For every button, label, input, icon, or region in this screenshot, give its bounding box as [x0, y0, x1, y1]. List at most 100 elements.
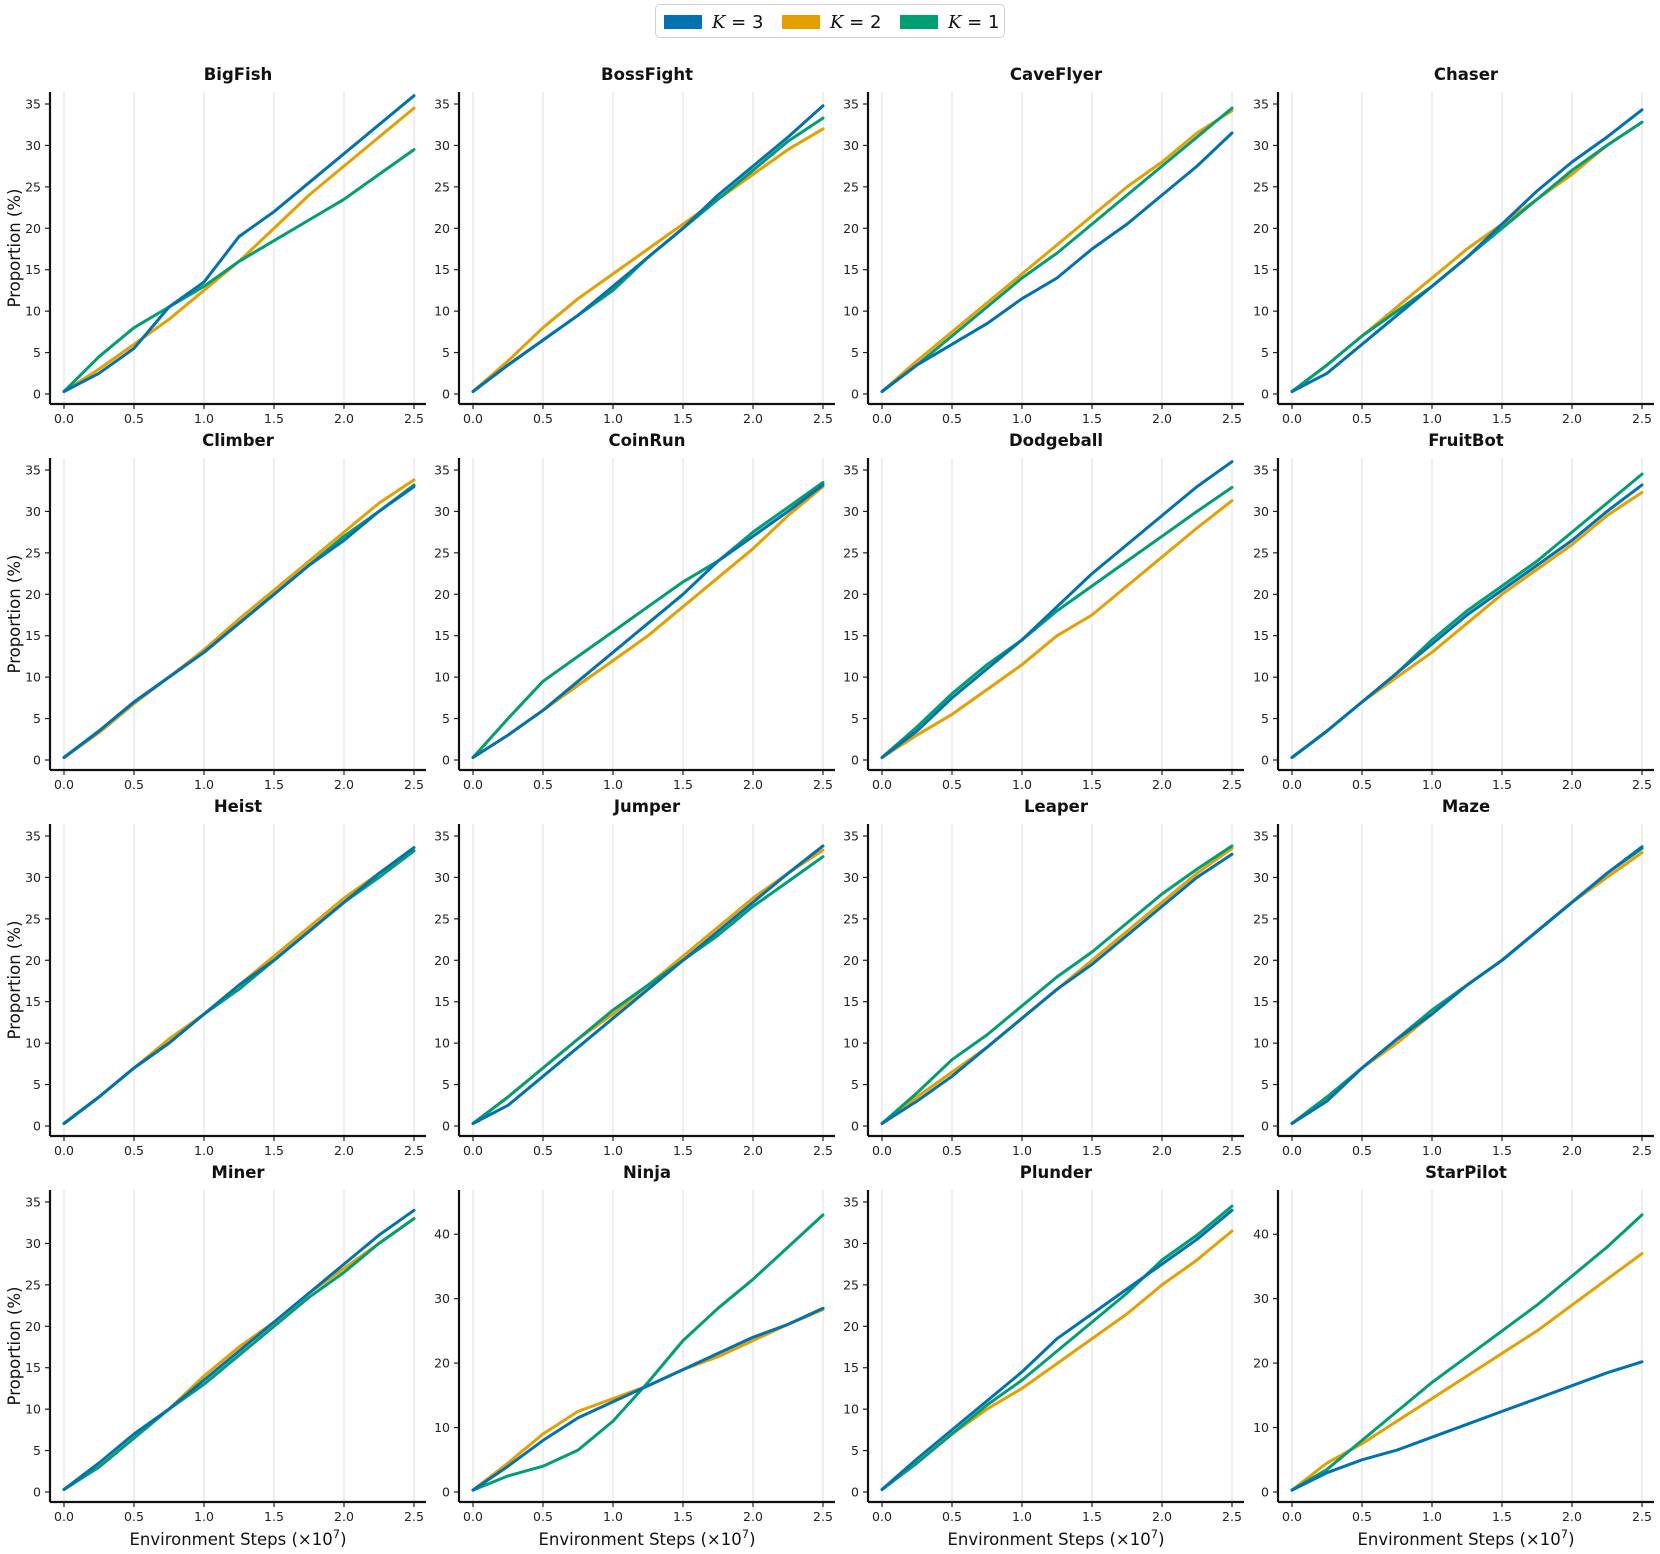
y-tick-label: 10: [25, 1402, 41, 1417]
x-tick-label: 1.0: [1012, 777, 1032, 792]
subplot-title: Heist: [214, 797, 262, 816]
x-tick-label: 2.5: [1632, 1509, 1652, 1524]
series-line-k-3: [62, 846, 416, 1125]
x-tick-label: 1.0: [1012, 1509, 1032, 1524]
x-tick-label: 2.5: [1632, 777, 1652, 792]
y-tick-label: 15: [434, 994, 450, 1009]
y-tick-label: 15: [434, 262, 450, 277]
x-tick-label: 2.5: [404, 411, 424, 426]
y-tick-label: 25: [1253, 545, 1269, 560]
subplot-title: CoinRun: [608, 431, 685, 450]
x-tick-label: 0.5: [533, 1509, 553, 1524]
y-tick-label: 15: [1253, 628, 1269, 643]
x-axis-label: Environment Steps (×107): [129, 1527, 346, 1549]
series-line-k-3: [471, 844, 825, 1125]
x-tick-label: 2.5: [813, 1143, 833, 1158]
y-tick-label: 5: [851, 1443, 859, 1458]
y-tick-label: 0: [851, 1119, 859, 1134]
y-tick-label: 20: [843, 953, 859, 968]
y-tick-label: 25: [25, 911, 41, 926]
legend-label-k2: K = 2: [830, 11, 882, 33]
x-tick-label: 0.5: [1352, 411, 1372, 426]
y-tick-label: 30: [434, 138, 450, 153]
y-tick-label: 10: [1253, 304, 1269, 319]
subplot-title: Climber: [202, 431, 275, 450]
y-tick-label: 35: [843, 829, 859, 844]
subplot-title: Maze: [1442, 797, 1490, 816]
x-tick-label: 2.0: [743, 1509, 763, 1524]
y-tick-label: 25: [25, 179, 41, 194]
y-tick-label: 30: [25, 138, 41, 153]
series-line-k-2: [62, 106, 416, 393]
series-line-k-1: [1290, 1213, 1644, 1492]
y-tick-label: 30: [434, 870, 450, 885]
subplot-fruitbot: 0.0 0.5 1.0 1.5 2.0 2.5 0 5 10 15 20 25 30 35 FruitBot: [1253, 431, 1654, 792]
y-tick-label: 15: [434, 628, 450, 643]
subplot-title: BossFight: [601, 65, 693, 84]
y-tick-label: 0: [851, 753, 859, 768]
y-tick-label: 25: [434, 911, 450, 926]
series-line-k-3: [1290, 845, 1644, 1125]
x-tick-label: 2.5: [813, 777, 833, 792]
subplot-bossfight: 0.0 0.5 1.0 1.5 2.0 2.5 0 5 10 15 20 25 30 35 BossFigh…: [434, 65, 835, 426]
x-tick-label: 1.0: [1422, 411, 1442, 426]
subplot-title: FruitBot: [1428, 431, 1504, 450]
x-tick-label: 0.5: [942, 777, 962, 792]
x-tick-label: 0.5: [124, 777, 144, 792]
x-tick-label: 2.5: [1222, 411, 1242, 426]
x-tick-label: 1.0: [603, 777, 623, 792]
x-tick-label: 1.0: [1422, 1509, 1442, 1524]
x-tick-label: 2.0: [1562, 1143, 1582, 1158]
y-tick-label: 0: [442, 387, 450, 402]
y-tick-label: 5: [33, 345, 41, 360]
y-tick-label: 0: [851, 1485, 859, 1500]
y-tick-label: 30: [25, 1236, 41, 1251]
y-tick-label: 25: [843, 545, 859, 560]
subplot-title: BigFish: [204, 65, 273, 84]
subplot-title: Dodgeball: [1009, 431, 1103, 450]
x-tick-label: 0.5: [533, 1143, 553, 1158]
x-tick-label: 1.5: [673, 1509, 693, 1524]
series-line-k-1: [471, 480, 825, 759]
y-tick-label: 5: [442, 1077, 450, 1092]
x-tick-label: 2.0: [1152, 777, 1172, 792]
y-tick-label: 20: [1253, 221, 1269, 236]
y-tick-label: 5: [33, 1443, 41, 1458]
x-tick-label: 0.5: [942, 411, 962, 426]
subplot-title: Leaper: [1024, 797, 1089, 816]
x-tick-label: 0.5: [124, 1509, 144, 1524]
series-line-k-3: [471, 483, 825, 759]
legend-swatch-k3: [664, 15, 702, 29]
x-tick-label: 0.0: [872, 1143, 892, 1158]
series-line-k-2: [471, 1308, 825, 1492]
series-line-k-1: [880, 1204, 1234, 1491]
series-line-k-3: [880, 1208, 1234, 1491]
y-tick-label: 25: [25, 545, 41, 560]
subplot-caveflyer: 0.0 0.5 1.0 1.5 2.0 2.5 0 5 10 15 20 25 30 35 CaveFlye…: [843, 65, 1244, 426]
x-tick-label: 1.5: [1492, 1509, 1512, 1524]
x-tick-label: 0.5: [1352, 1509, 1372, 1524]
x-tick-label: 1.0: [1422, 1143, 1442, 1158]
y-tick-label: 35: [434, 829, 450, 844]
y-tick-label: 20: [1253, 587, 1269, 602]
series-line-k-3: [471, 1306, 825, 1492]
x-tick-label: 1.5: [1492, 411, 1512, 426]
y-tick-label: 10: [843, 1036, 859, 1051]
y-tick-label: 20: [25, 953, 41, 968]
y-tick-label: 10: [25, 670, 41, 685]
y-tick-label: 25: [434, 545, 450, 560]
y-tick-label: 10: [434, 1420, 450, 1435]
x-tick-label: 0.0: [1282, 777, 1302, 792]
y-tick-label: 0: [1261, 387, 1269, 402]
y-tick-label: 10: [843, 670, 859, 685]
y-tick-label: 25: [843, 911, 859, 926]
x-tick-label: 0.5: [942, 1509, 962, 1524]
x-tick-label: 1.5: [1492, 1143, 1512, 1158]
x-tick-label: 2.0: [743, 777, 763, 792]
subplot-ninja: 0.0 0.5 1.0 1.5 2.0 2.5 0 10 20 30 40 Ninja Environm…: [434, 1163, 835, 1549]
x-tick-label: 2.5: [1632, 1143, 1652, 1158]
x-tick-label: 1.5: [673, 1143, 693, 1158]
series-line-k-2: [880, 846, 1234, 1125]
x-tick-label: 2.5: [404, 1143, 424, 1158]
y-tick-label: 20: [1253, 1356, 1269, 1371]
